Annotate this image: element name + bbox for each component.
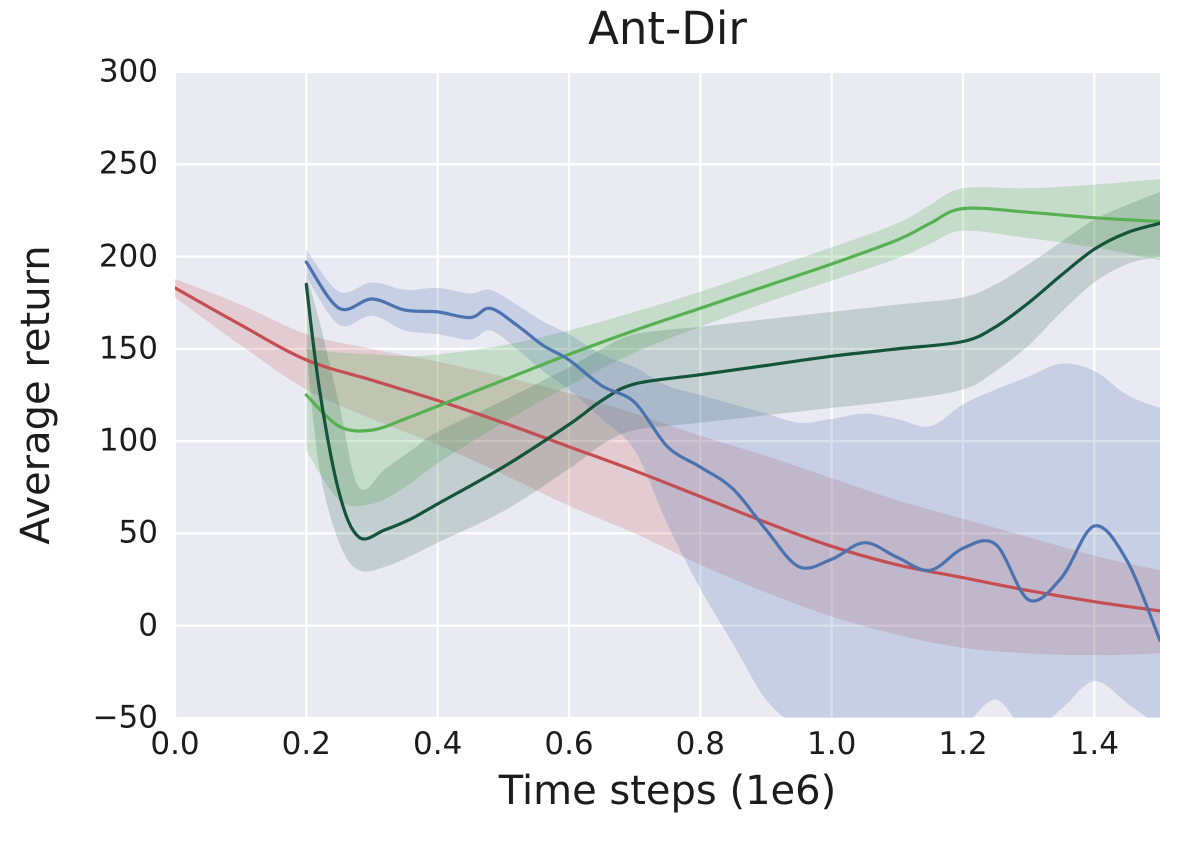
y-tick-label: 100 bbox=[98, 422, 158, 459]
y-tick-label: 50 bbox=[118, 514, 158, 551]
series-line-green-dark bbox=[304, 221, 1160, 541]
series-line-green-light bbox=[304, 206, 1160, 433]
x-tick-label: 0.0 bbox=[150, 726, 200, 762]
x-tick-label: 0.6 bbox=[544, 726, 594, 762]
x-tick-label: 0.8 bbox=[675, 726, 725, 762]
series-band-green-light bbox=[306, 179, 1160, 507]
x-axis-label: Time steps (1e6) bbox=[498, 768, 837, 814]
x-tick-label: 1.4 bbox=[1069, 726, 1119, 762]
y-tick-label: 250 bbox=[98, 145, 158, 182]
y-tick-label: 0 bbox=[138, 606, 158, 643]
chart-title: Ant-Dir bbox=[588, 2, 747, 55]
series-line-red bbox=[175, 286, 1160, 613]
y-tick-label: 200 bbox=[98, 237, 158, 274]
chart-svg bbox=[175, 72, 1160, 718]
y-tick-label: −50 bbox=[92, 699, 158, 736]
series-band-blue bbox=[306, 249, 1160, 718]
series-band-green-dark bbox=[306, 192, 1160, 572]
y-axis-label: Average return bbox=[13, 245, 59, 545]
y-tick-label: 150 bbox=[98, 330, 158, 367]
x-tick-label: 1.2 bbox=[938, 726, 988, 762]
x-tick-label: 1.0 bbox=[807, 726, 857, 762]
x-tick-label: 0.4 bbox=[413, 726, 463, 762]
x-tick-label: 0.2 bbox=[281, 726, 331, 762]
series-band-red bbox=[175, 278, 1160, 656]
series-line-blue bbox=[304, 260, 1160, 643]
plot-area bbox=[175, 72, 1160, 718]
y-tick-label: 300 bbox=[98, 53, 158, 90]
